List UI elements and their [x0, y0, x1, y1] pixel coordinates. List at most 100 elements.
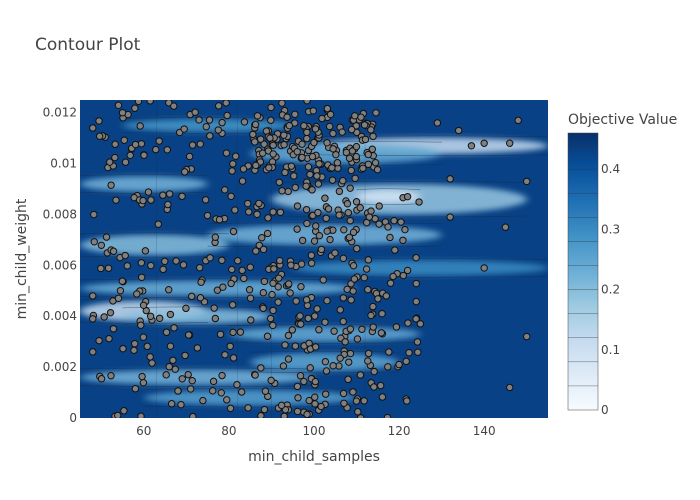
data-point-567 [256, 135, 265, 143]
data-point-195 [187, 292, 196, 301]
data-point-149 [195, 263, 204, 272]
data-point-296 [309, 107, 317, 115]
data-point-182 [184, 331, 193, 339]
data-point-435 [349, 287, 357, 295]
data-point-236 [293, 382, 302, 391]
x-tick-label: 60 [136, 424, 151, 438]
data-point-343 [308, 186, 316, 194]
data-point-134 [166, 310, 175, 319]
data-point-559 [267, 116, 275, 124]
data-point-632 [89, 292, 97, 300]
data-point-30 [107, 372, 115, 380]
data-point-341 [287, 261, 295, 269]
data-point-318 [252, 247, 260, 255]
y-tick-label: 0.004 [43, 309, 77, 323]
data-point-623 [360, 121, 369, 129]
data-point-357 [335, 187, 344, 196]
data-point-203 [191, 108, 199, 116]
data-point-91 [111, 153, 119, 162]
data-point-523 [375, 202, 383, 210]
data-point-82 [144, 188, 153, 196]
data-point-438 [317, 245, 326, 254]
data-point-69 [112, 196, 120, 204]
data-point-201 [166, 342, 175, 350]
data-point-639 [506, 139, 514, 147]
data-point-259 [304, 314, 312, 323]
data-point-486 [362, 265, 371, 273]
data-point-71 [106, 308, 115, 317]
data-point-312 [255, 199, 263, 208]
data-point-342 [260, 405, 269, 414]
data-point-121 [223, 111, 231, 120]
data-point-524 [392, 323, 401, 331]
data-point-574 [315, 160, 323, 168]
data-point-635 [403, 192, 412, 201]
y-tick-label: 0 [69, 411, 77, 425]
data-point-461 [339, 294, 348, 302]
data-point-316 [263, 229, 272, 238]
data-point-373 [311, 312, 319, 320]
data-point-237 [284, 331, 293, 340]
data-point-177 [196, 140, 204, 148]
data-point-499 [346, 349, 355, 358]
data-point-138 [203, 211, 212, 220]
x-tick-label: 80 [221, 424, 236, 438]
data-point-124 [180, 125, 188, 133]
data-point-13 [155, 137, 163, 145]
data-point-6 [146, 353, 154, 361]
data-point-381 [356, 371, 365, 379]
data-point-218 [298, 236, 307, 245]
data-point-176 [163, 146, 171, 154]
data-point-139 [209, 377, 218, 386]
data-point-638 [480, 139, 488, 147]
data-point-440 [358, 325, 366, 333]
data-point-88 [105, 334, 113, 343]
data-point-47 [161, 257, 169, 265]
data-point-90 [107, 181, 115, 189]
data-point-501 [345, 233, 354, 242]
data-point-202 [239, 165, 248, 173]
data-point-397 [314, 180, 323, 188]
data-point-87 [114, 101, 123, 109]
data-point-511 [375, 220, 383, 228]
data-point-300 [302, 205, 311, 214]
contour-line-0-0 [313, 154, 548, 157]
data-point-15 [148, 359, 156, 367]
data-point-10 [97, 264, 105, 273]
data-point-199 [205, 116, 214, 124]
data-point-246 [270, 265, 278, 273]
data-point-409 [340, 399, 348, 407]
data-point-304 [259, 304, 267, 312]
data-point-200 [229, 354, 238, 362]
data-point-92 [109, 247, 118, 255]
data-point-83 [139, 301, 148, 309]
data-point-657 [352, 198, 361, 206]
data-point-602 [338, 128, 346, 136]
data-point-123 [178, 375, 186, 383]
data-point-349 [303, 410, 311, 418]
data-point-336 [296, 320, 305, 328]
data-point-141 [215, 216, 224, 224]
data-point-497 [369, 302, 377, 311]
data-point-462 [349, 228, 358, 237]
data-point-625 [265, 164, 273, 172]
data-point-204 [186, 385, 195, 393]
data-point-425 [324, 205, 333, 213]
data-point-38 [121, 251, 129, 260]
data-point-427 [354, 408, 362, 416]
contour-line-15-1 [292, 258, 548, 260]
data-point-643 [523, 177, 531, 186]
data-point-455 [349, 388, 357, 396]
data-point-279 [257, 364, 265, 372]
data-point-19 [143, 342, 151, 351]
data-point-317 [285, 280, 293, 288]
data-point-538 [415, 198, 423, 206]
data-point-335 [251, 371, 259, 379]
data-point-84 [104, 264, 113, 272]
data-point-579 [249, 130, 257, 139]
data-point-460 [367, 311, 375, 320]
data-point-505 [399, 236, 407, 244]
data-point-521 [384, 223, 392, 231]
data-point-405 [364, 285, 372, 294]
data-point-502 [331, 249, 339, 257]
